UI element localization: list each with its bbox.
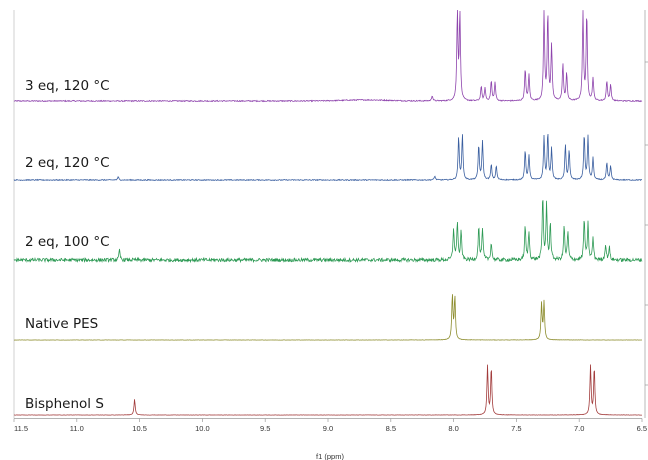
x-tick-label: 9.0 — [323, 424, 333, 433]
x-tick-label: 9.5 — [260, 424, 270, 433]
x-tick-label: 8.0 — [448, 424, 458, 433]
right-axis — [644, 10, 648, 418]
x-axis-title: f1 (ppm) — [316, 452, 344, 460]
trace-label: 2 eq, 120 °C — [25, 155, 110, 171]
x-tick-label: 7.0 — [574, 424, 584, 433]
trace-3-eq-120-c — [13, 9, 643, 103]
trace-2-eq-120-c — [13, 133, 643, 182]
trace-labels: 3 eq, 120 °C 2 eq, 120 °C 2 eq, 100 °C Nati… — [25, 78, 110, 412]
trace-bisphenol-s — [13, 364, 642, 416]
trace-label: 3 eq, 120 °C — [25, 78, 110, 94]
x-tick-label: 8.5 — [386, 424, 396, 433]
x-axis-ticks: 11.5 11.0 10.5 10.0 9.5 9.0 8.5 8.0 7.5 7.0 6.5 — [13, 418, 647, 433]
x-tick-label: 6.5 — [637, 424, 647, 433]
plot-frame — [13, 10, 642, 419]
x-tick-label: 11.0 — [70, 424, 84, 433]
x-tick-label: 7.5 — [511, 424, 521, 433]
x-tick-label: 10.0 — [195, 424, 210, 433]
trace-label: Bisphenol S — [25, 396, 104, 412]
spectra-traces — [13, 9, 643, 416]
trace-native-pes — [13, 294, 643, 341]
trace-2-eq-100-c — [13, 200, 643, 264]
trace-label: 2 eq, 100 °C — [25, 234, 110, 250]
x-tick-label: 10.5 — [132, 424, 147, 433]
trace-label: Native PES — [25, 316, 98, 332]
x-tick-label: 11.5 — [14, 424, 28, 433]
